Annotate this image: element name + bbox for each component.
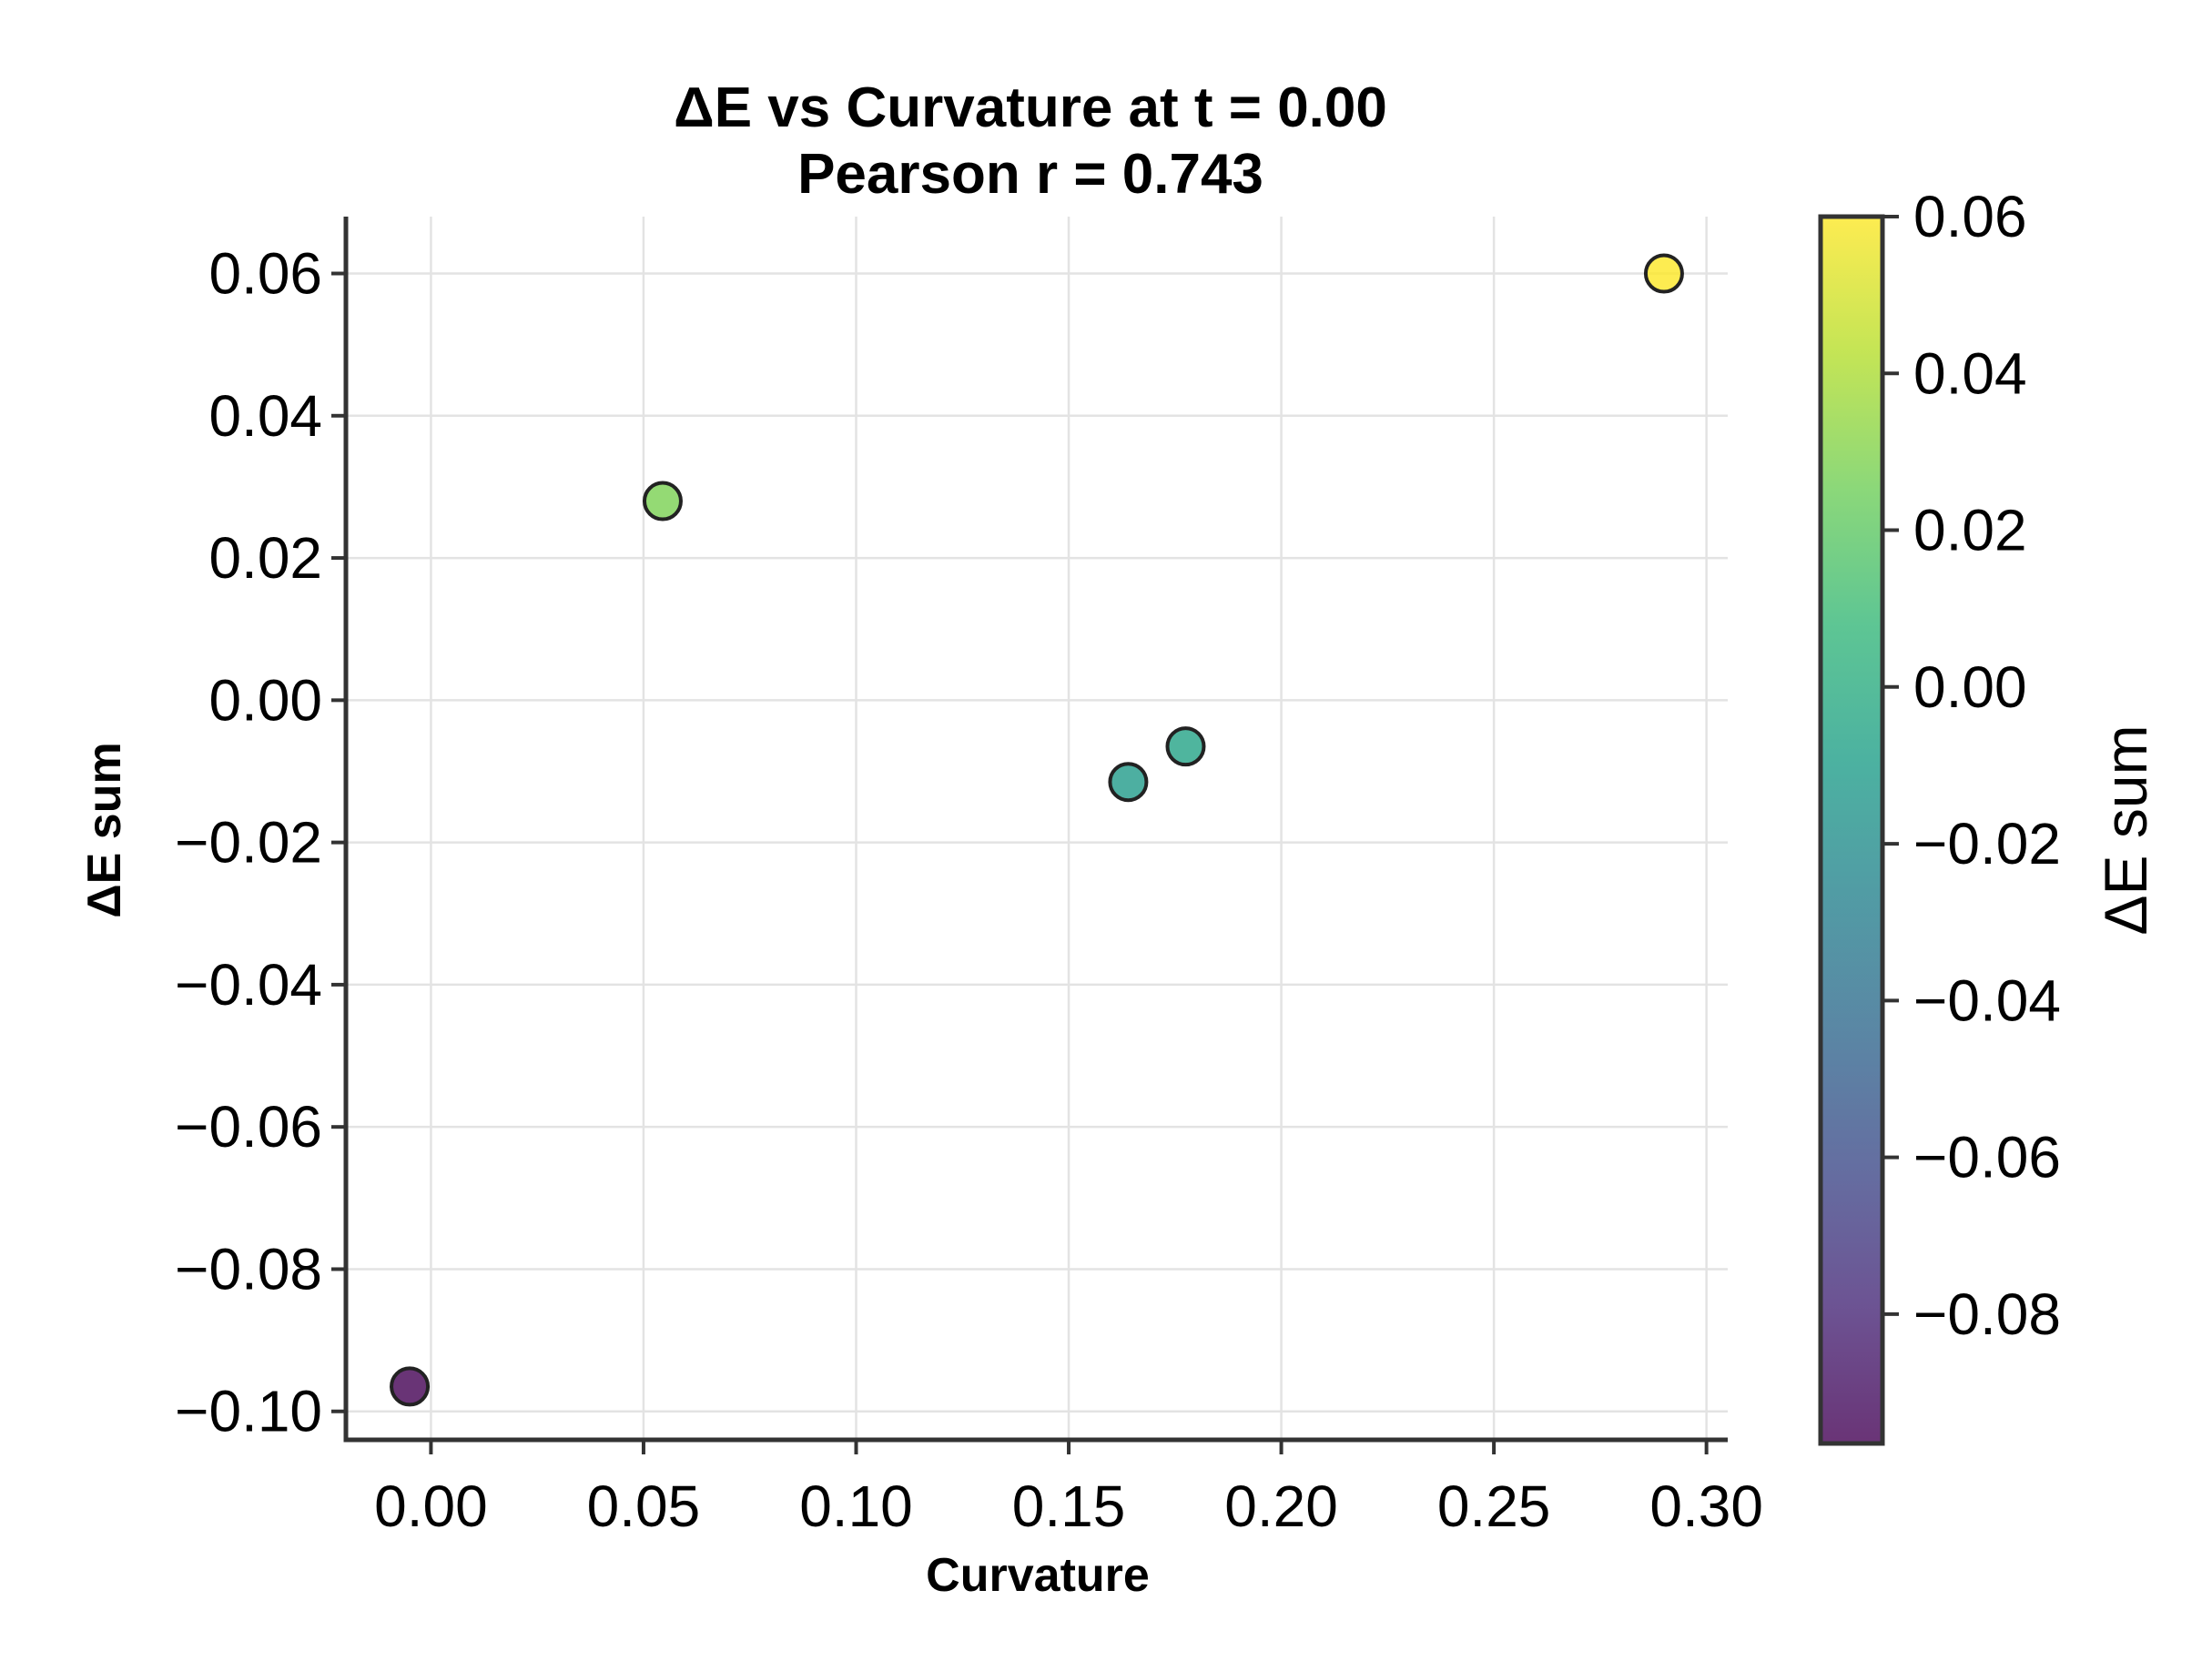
x-tick-label: 0.25 (1437, 1474, 1551, 1539)
y-tick-label: 0.04 (208, 383, 322, 449)
y-axis-ticks: 0.06 0.04 0.02 0.00 −0.02 −0.04 −0.06 −0.08 −0.1… (175, 241, 346, 1444)
colorbar-tick-label: −0.04 (1913, 967, 2061, 1033)
y-tick-label: −0.06 (175, 1094, 322, 1160)
colorbar-tick-label: 0.06 (1913, 184, 2027, 249)
grid-lines (346, 217, 1728, 1440)
y-tick-label: 0.02 (208, 525, 322, 591)
x-axis-ticks: 0.00 0.05 0.10 0.15 0.20 0.25 0.30 (374, 1440, 1763, 1539)
y-tick-label: 0.06 (208, 241, 322, 307)
data-point (1108, 762, 1149, 803)
data-points (390, 253, 1684, 1407)
chart-title: ΔE vs Curvature at t = 0.00 (674, 76, 1387, 139)
colorbar-tick-label: 0.04 (1913, 340, 2027, 406)
data-point (642, 481, 683, 522)
data-point (390, 1366, 431, 1407)
colorbar-tick-label: 0.02 (1913, 498, 2027, 563)
x-tick-label: 0.15 (1012, 1474, 1126, 1539)
x-tick-label: 0.05 (587, 1474, 701, 1539)
data-point (1643, 253, 1684, 294)
x-tick-label: 0.10 (799, 1474, 913, 1539)
x-tick-label: 0.30 (1649, 1474, 1763, 1539)
data-point (1165, 726, 1206, 767)
chart-subtitle: Pearson r = 0.743 (797, 143, 1263, 206)
y-tick-label: −0.08 (175, 1236, 322, 1301)
x-axis-label: Curvature (926, 1549, 1150, 1602)
y-tick-label: −0.10 (175, 1379, 322, 1444)
axes-spines (343, 217, 1728, 1443)
colorbar-tick-label: −0.06 (1913, 1125, 2061, 1190)
y-tick-label: −0.02 (175, 810, 322, 876)
colorbar-ticks: 0.06 0.04 0.02 0.00 −0.02 −0.04 −0.06 −0.08 (1882, 184, 2061, 1347)
colorbar-tick-label: 0.00 (1913, 654, 2027, 720)
colorbar: 0.06 0.04 0.02 0.00 −0.02 −0.04 −0.06 −0.08 ΔE … (1818, 184, 2159, 1446)
colorbar-tick-label: −0.08 (1913, 1281, 2061, 1347)
y-tick-label: −0.04 (175, 952, 322, 1018)
x-tick-label: 0.00 (374, 1474, 488, 1539)
y-tick-label: 0.00 (208, 667, 322, 733)
colorbar-tick-label: −0.02 (1913, 811, 2061, 876)
colorbar-label: ΔE sum (2092, 724, 2159, 935)
y-axis-label: ΔE sum (78, 742, 131, 917)
colorbar-scale (1818, 214, 1885, 1446)
x-tick-label: 0.20 (1224, 1474, 1338, 1539)
